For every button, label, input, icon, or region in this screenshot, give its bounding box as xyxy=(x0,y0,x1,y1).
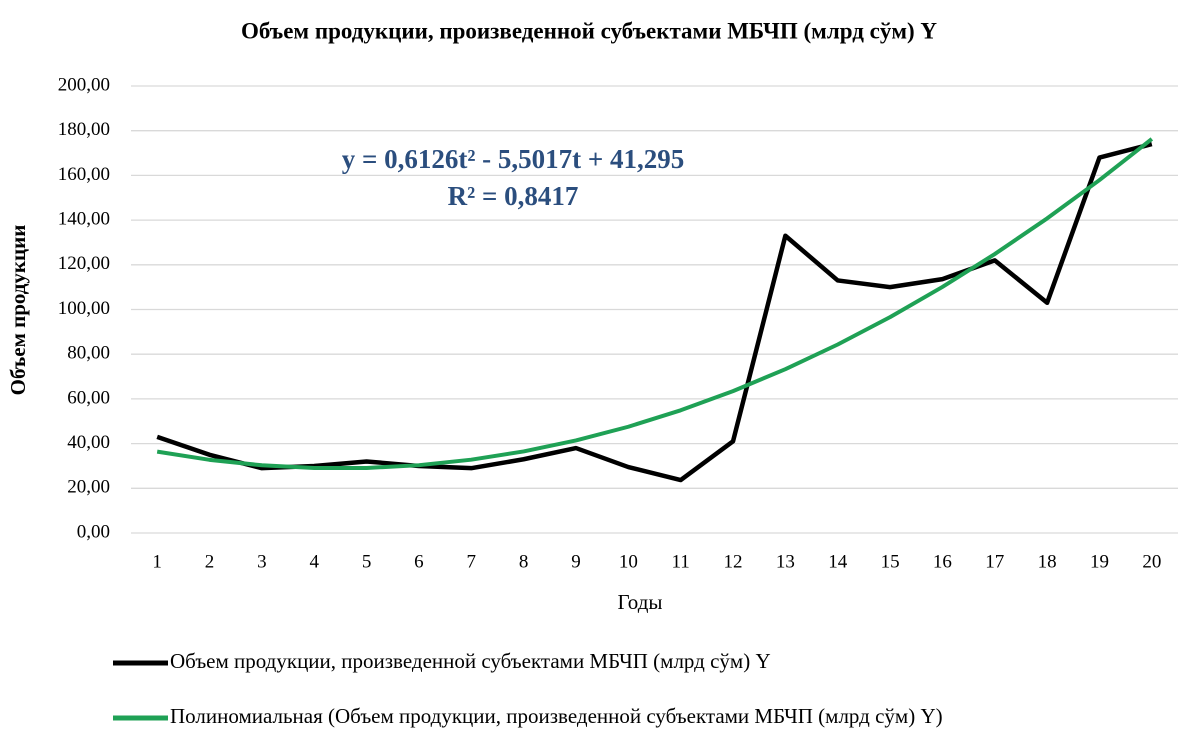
y-tick-label: 80,00 xyxy=(67,343,110,364)
x-tick-label: 12 xyxy=(724,551,743,572)
x-tick-label: 2 xyxy=(205,551,215,572)
y-tick-label: 140,00 xyxy=(58,208,110,229)
x-tick-label: 20 xyxy=(1142,551,1161,572)
x-tick-label: 15 xyxy=(881,551,900,572)
y-tick-label: 0,00 xyxy=(77,521,110,542)
y-tick-label: 120,00 xyxy=(58,253,110,274)
trend-equation: y = 0,6126t² - 5,5017t + 41,295 xyxy=(342,144,685,174)
x-tick-label: 18 xyxy=(1038,551,1057,572)
series-line xyxy=(156,141,1153,483)
x-tick-label: 9 xyxy=(571,551,581,572)
y-tick-label: 200,00 xyxy=(58,74,110,95)
x-axis-title: Годы xyxy=(618,590,663,614)
y-tick-label: 180,00 xyxy=(58,119,110,140)
x-tick-label: 16 xyxy=(933,551,952,572)
legend-label: Полиномиальная (Объем продукции, произве… xyxy=(170,704,943,728)
y-tick-label: 40,00 xyxy=(67,432,110,453)
x-tick-label: 10 xyxy=(619,551,638,572)
r-squared: R² = 0,8417 xyxy=(448,181,579,211)
series-line xyxy=(156,137,1154,470)
y-tick-label: 160,00 xyxy=(58,164,110,185)
x-tick-label: 17 xyxy=(985,551,1004,572)
y-tick-label: 100,00 xyxy=(58,298,110,319)
legend-label: Объем продукции, произведенной субъектам… xyxy=(170,649,771,673)
x-tick-label: 4 xyxy=(309,551,319,572)
chart-title: Объем продукции, произведенной субъектам… xyxy=(241,18,937,43)
x-tick-label: 8 xyxy=(519,551,529,572)
x-tick-label: 19 xyxy=(1090,551,1109,572)
x-tick-label: 1 xyxy=(152,551,162,572)
x-tick-label: 6 xyxy=(414,551,424,572)
x-tick-label: 5 xyxy=(362,551,372,572)
x-tick-label: 11 xyxy=(672,551,690,572)
y-tick-label: 20,00 xyxy=(67,477,110,498)
x-tick-label: 13 xyxy=(776,551,795,572)
x-tick-label: 14 xyxy=(828,551,848,572)
y-axis-title: Объем продукции xyxy=(6,225,30,396)
x-tick-label: 7 xyxy=(467,551,477,572)
x-tick-label: 3 xyxy=(257,551,267,572)
y-tick-label: 60,00 xyxy=(67,387,110,408)
